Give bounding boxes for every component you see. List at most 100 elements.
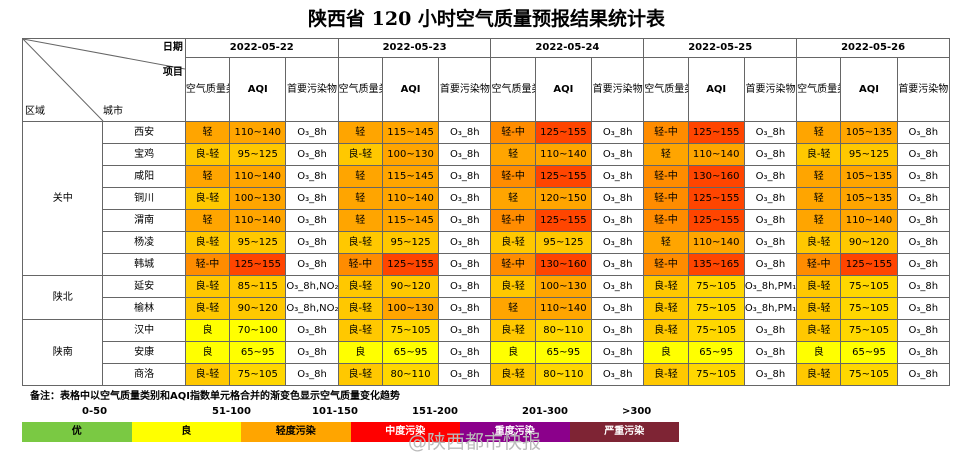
aqi-cell: 75~105 <box>687 297 745 320</box>
pollutant-cell: O₃_8h <box>285 363 339 386</box>
pollutant-cell: O₃_8h <box>896 363 951 386</box>
category-cell: 良 <box>184 319 231 342</box>
pollutant-cell: O₃_8h <box>285 165 339 188</box>
aqi-cell: 80~110 <box>534 319 593 342</box>
pollutant-cell: O₃_8h,PM₁₀ <box>743 297 798 320</box>
category-cell: 良-轻 <box>337 275 383 298</box>
aqi-cell: 85~115 <box>229 275 287 298</box>
aqi-cell: 65~95 <box>229 341 287 364</box>
pollutant-cell: O₃_8h,PM₁₀ <box>743 275 798 298</box>
pollutant-cell: O₃_8h <box>438 187 492 210</box>
category-cell: 轻 <box>184 209 231 232</box>
pollutant-header: 首要污染物 <box>743 57 798 122</box>
pollutant-cell: O₃_8h <box>591 275 645 298</box>
table-row: 关中 西安轻 110~140 O₃_8h 轻 115~145 O₃_8h 轻-中 125~155… <box>21 121 951 276</box>
city-cell: 铜川 <box>102 187 186 210</box>
aqi-cell: 110~140 <box>840 209 898 232</box>
category-header: 空气质量类别 <box>337 57 383 122</box>
pollutant-header: 首要污染物 <box>591 57 645 122</box>
pollutant-cell: O₃_8h <box>438 165 492 188</box>
aqi-cell: 125~155 <box>229 253 287 276</box>
category-cell: 良-轻 <box>337 231 383 254</box>
table-row: 杨凌 良-轻 95~125 O₃_8h 良-轻 95~125 O₃_8h 良-轻 95~125 O… <box>23 231 951 254</box>
corner-diagonal-lines <box>23 39 185 121</box>
category-cell: 轻 <box>184 121 231 144</box>
category-header: 空气质量类别 <box>184 57 231 122</box>
pollutant-cell: O₃_8h,NO₂ <box>285 275 339 298</box>
pollutant-cell: O₃_8h <box>896 143 951 166</box>
category-header: 空气质量类别 <box>643 57 689 122</box>
region-cell: 陕北 <box>21 275 104 320</box>
pollutant-cell: O₃_8h <box>896 231 951 254</box>
page-title: 陕西省 120 小时空气质量预报结果统计表 <box>308 8 665 30</box>
aqi-cell: 125~155 <box>534 209 593 232</box>
aqi-range-label: 0-50 <box>82 406 108 417</box>
category-cell: 轻 <box>490 143 536 166</box>
category-cell: 良-轻 <box>643 319 689 342</box>
category-cell: 轻 <box>337 187 383 210</box>
category-cell: 轻 <box>337 121 383 144</box>
aqi-cell: 100~130 <box>534 275 593 298</box>
category-cell: 良 <box>337 341 383 364</box>
date-header: 2022-05-25 <box>643 38 798 58</box>
aqi-cell: 100~130 <box>381 143 440 166</box>
table-row: 渭南轻 110~140 O₃_8h 轻 115~145 O₃_8h 轻-中 125~155 O₃… <box>23 209 951 232</box>
city-cell: 韩城 <box>102 253 186 276</box>
pollutant-cell: O₃_8h <box>591 341 645 364</box>
aqi-cell: 100~130 <box>381 297 440 320</box>
aqi-cell: 70~100 <box>229 319 287 342</box>
category-cell: 轻-中 <box>490 209 536 232</box>
category-cell: 良-轻 <box>184 187 231 210</box>
pollutant-cell: O₃_8h <box>591 209 645 232</box>
category-cell: 良-轻 <box>490 363 536 386</box>
aqi-cell: 95~125 <box>229 231 287 254</box>
aqi-cell: 75~105 <box>687 275 745 298</box>
pollutant-header: 首要污染物 <box>438 57 492 122</box>
city-cell: 榆林 <box>102 297 186 320</box>
city-cell: 西安 <box>102 121 186 144</box>
pollutant-cell: O₃_8h <box>743 121 798 144</box>
city-cell: 安康 <box>102 341 186 364</box>
aqi-cell: 130~160 <box>687 165 745 188</box>
category-cell: 良-轻 <box>184 231 231 254</box>
aqi-range-label: 201-300 <box>522 406 568 417</box>
category-cell: 轻-中 <box>490 165 536 188</box>
pollutant-cell: O₃_8h <box>743 341 798 364</box>
pollutant-cell: O₃_8h <box>438 363 492 386</box>
legend-swatch: 严重污染 <box>569 422 679 442</box>
pollutant-cell: O₃_8h <box>285 121 339 144</box>
category-cell: 良-轻 <box>490 275 536 298</box>
category-cell: 轻-中 <box>643 121 689 144</box>
city-cell: 商洛 <box>102 363 186 386</box>
pollutant-cell: O₃_8h <box>438 143 492 166</box>
category-cell: 轻-中 <box>184 253 231 276</box>
category-cell: 轻 <box>796 121 842 144</box>
date-header: 2022-05-22 <box>184 38 339 58</box>
category-cell: 轻-中 <box>643 209 689 232</box>
date-header: 2022-05-23 <box>337 38 492 58</box>
aqi-cell: 135~165 <box>687 253 745 276</box>
date-header: 2022-05-24 <box>490 38 645 58</box>
item-label: 项目 <box>162 67 183 78</box>
category-cell: 良-轻 <box>796 275 842 298</box>
category-cell: 良-轻 <box>184 275 231 298</box>
aqi-cell: 125~155 <box>687 209 745 232</box>
pollutant-cell: O₃_8h <box>896 121 951 144</box>
pollutant-cell: O₃_8h <box>591 165 645 188</box>
table-row: 咸阳轻 110~140 O₃_8h 轻 115~145 O₃_8h 轻-中 125~155 O₃… <box>23 165 951 188</box>
pollutant-cell: O₃_8h <box>743 187 798 210</box>
pollutant-cell: O₃_8h <box>896 253 951 276</box>
aqi-cell: 105~135 <box>840 165 898 188</box>
category-cell: 良-轻 <box>796 363 842 386</box>
category-cell: 良-轻 <box>490 231 536 254</box>
category-cell: 良 <box>643 341 689 364</box>
category-cell: 良-轻 <box>796 319 842 342</box>
legend-swatch: 良 <box>131 422 241 442</box>
pollutant-cell: O₃_8h <box>896 297 951 320</box>
category-cell: 良-轻 <box>184 297 231 320</box>
pollutant-cell: O₃_8h <box>896 319 951 342</box>
category-cell: 良-轻 <box>796 297 842 320</box>
city-cell: 渭南 <box>102 209 186 232</box>
aqi-cell: 110~140 <box>229 165 287 188</box>
forecast-table: 日期 项目 区域 城市 2022-05-22 2022-05-23 2022-05-24 20… <box>21 38 951 386</box>
